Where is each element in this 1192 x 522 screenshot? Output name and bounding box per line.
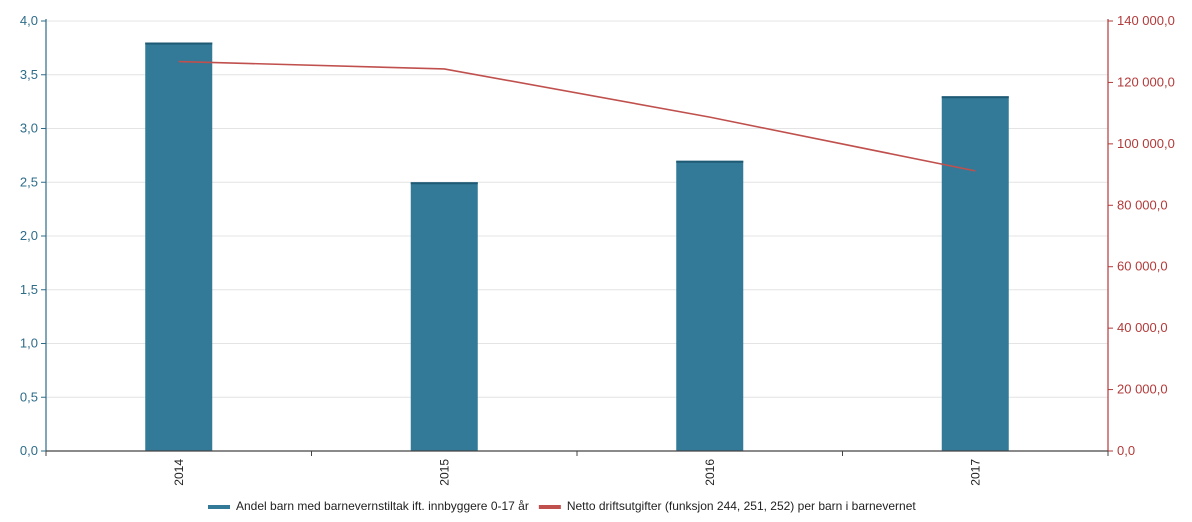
bar bbox=[941, 96, 1009, 451]
bar-top-edge bbox=[145, 42, 213, 45]
y-right-tick-label: 80 000,0 bbox=[1117, 197, 1168, 212]
bar-top-edge bbox=[676, 160, 744, 163]
bar-series bbox=[145, 42, 1009, 451]
y-right-tick-label: 100 000,0 bbox=[1117, 136, 1175, 151]
legend-swatch bbox=[208, 505, 230, 509]
bar bbox=[410, 182, 478, 451]
bar bbox=[676, 160, 744, 451]
y-left-tick-label: 2,0 bbox=[20, 228, 38, 243]
y-left-tick-label: 0,5 bbox=[20, 389, 38, 404]
line-series bbox=[178, 60, 976, 172]
x-tick-label: 2014 bbox=[172, 459, 186, 486]
y-right-tick-label: 140 000,0 bbox=[1117, 13, 1175, 28]
y-left-tick-label: 3,0 bbox=[20, 121, 38, 136]
x-tick-label: 2015 bbox=[437, 459, 451, 486]
legend: Andel barn med barnevernstiltak ift. inn… bbox=[208, 499, 916, 513]
y-left-tick-label: 3,5 bbox=[20, 67, 38, 82]
legend-label: Netto driftsutgifter (funksjon 244, 251,… bbox=[567, 499, 917, 513]
y-right-tick-label: 40 000,0 bbox=[1117, 320, 1168, 335]
x-tick-label: 2016 bbox=[703, 459, 717, 486]
bar-top-edge bbox=[410, 182, 478, 185]
y-left-tick-label: 2,5 bbox=[20, 174, 38, 189]
y-left-tick-label: 1,0 bbox=[20, 336, 38, 351]
x-tick-label: 2017 bbox=[968, 459, 982, 486]
y-right-tick-label: 60 000,0 bbox=[1117, 259, 1168, 274]
y-left-tick-label: 1,5 bbox=[20, 282, 38, 297]
axes: 0,0 0,5 1,0 1,5 2,0 2,5 3,0 3,5 4,0 0,0 20 000,0 40… bbox=[20, 13, 1175, 486]
y-right-tick-label: 120 000,0 bbox=[1117, 74, 1175, 89]
y-right-tick-label: 20 000,0 bbox=[1117, 382, 1168, 397]
y-left-tick-label: 4,0 bbox=[20, 13, 38, 28]
bar bbox=[145, 42, 213, 451]
bar-top-edge bbox=[941, 96, 1009, 99]
legend-swatch bbox=[538, 505, 561, 509]
line-path bbox=[178, 60, 976, 172]
gridlines bbox=[46, 20, 1108, 398]
y-left-tick-label: 0,0 bbox=[20, 443, 38, 458]
y-right-tick-label: 0,0 bbox=[1117, 443, 1135, 458]
legend-label: Andel barn med barnevernstiltak ift. inn… bbox=[236, 499, 529, 513]
